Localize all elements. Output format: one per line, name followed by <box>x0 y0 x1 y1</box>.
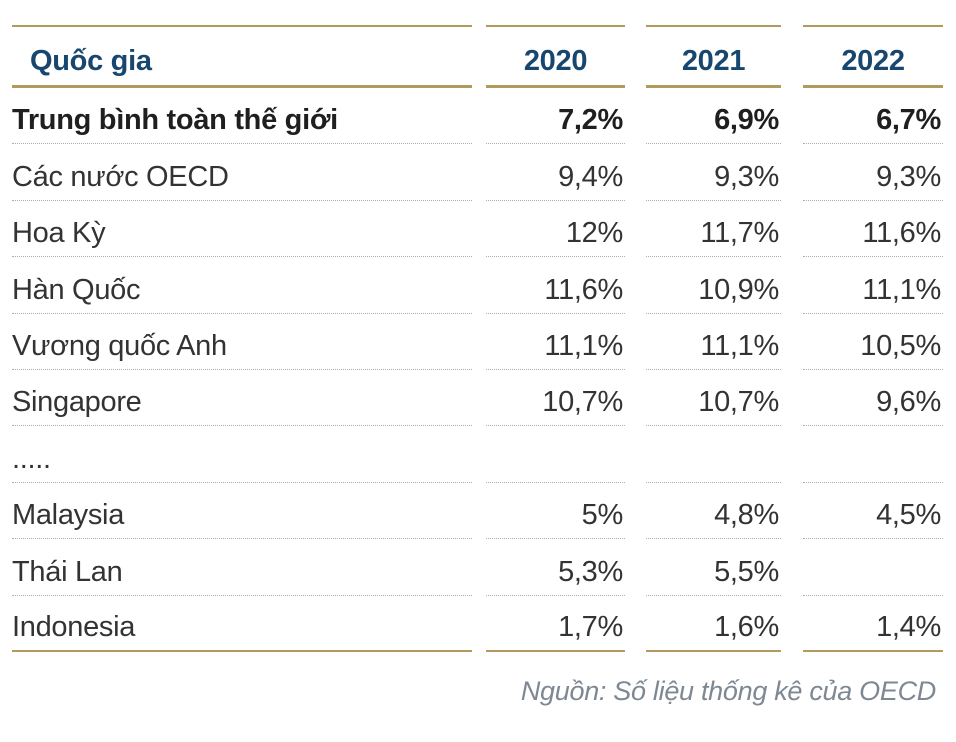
value-cell-2021: 5,5% <box>646 539 781 596</box>
table-row: Malaysia 5% 4,8% 4,5% <box>12 483 943 540</box>
value-cell-2020: 1,7% <box>486 596 625 652</box>
country-cell: Hàn Quốc <box>12 257 472 314</box>
value-cell-2022: 9,3% <box>803 144 943 201</box>
country-statistics-table: Quốc gia 2020 2021 2022 Trung bình toàn … <box>12 25 943 652</box>
table-row: Vương quốc Anh 11,1% 11,1% 10,5% <box>12 314 943 370</box>
value-cell-2020: 5% <box>486 483 625 540</box>
table-row: Hoa Kỳ 12% 11,7% 11,6% <box>12 201 943 258</box>
table-row: Trung bình toàn thế giới 7,2% 6,9% 6,7% <box>12 88 943 145</box>
value-cell-2021: 6,9% <box>646 88 781 145</box>
value-cell-2022: 6,7% <box>803 88 943 145</box>
value-cell-2022 <box>803 426 943 483</box>
value-cell-2021: 1,6% <box>646 596 781 652</box>
country-cell: Singapore <box>12 370 472 427</box>
value-cell-2022 <box>803 539 943 596</box>
value-cell-2020 <box>486 426 625 483</box>
country-cell: Các nước OECD <box>12 144 472 201</box>
table-row: Singapore 10,7% 10,7% 9,6% <box>12 370 943 427</box>
value-cell-2022: 4,5% <box>803 483 943 540</box>
table-row: Thái Lan 5,3% 5,5% <box>12 539 943 596</box>
value-cell-2022: 11,1% <box>803 257 943 314</box>
value-cell-2021: 11,7% <box>646 201 781 258</box>
value-cell-2022: 11,6% <box>803 201 943 258</box>
column-header-2022-label: 2022 <box>841 45 905 77</box>
table-row: Các nước OECD 9,4% 9,3% 9,3% <box>12 144 943 201</box>
value-cell-2021 <box>646 426 781 483</box>
value-cell-2020: 5,3% <box>486 539 625 596</box>
value-cell-2021: 9,3% <box>646 144 781 201</box>
table-body: Trung bình toàn thế giới 7,2% 6,9% 6,7% … <box>12 88 943 652</box>
table-row: Indonesia 1,7% 1,6% 1,4% <box>12 596 943 652</box>
value-cell-2021: 10,9% <box>646 257 781 314</box>
source-attribution: Nguồn: Số liệu thống kê của OECD <box>520 675 936 706</box>
table-row: Hàn Quốc 11,6% 10,9% 11,1% <box>12 257 943 314</box>
column-header-2020-label: 2020 <box>523 45 588 77</box>
value-cell-2020: 10,7% <box>486 370 625 427</box>
table-header-row: Quốc gia 2020 2021 2022 <box>12 25 943 88</box>
value-cell-2020: 9,4% <box>486 144 625 201</box>
value-cell-2022: 10,5% <box>803 314 943 370</box>
value-cell-2022: 1,4% <box>803 596 943 652</box>
value-cell-2022: 9,6% <box>803 370 943 427</box>
column-header-country: Quốc gia <box>12 25 472 88</box>
country-cell: Hoa Kỳ <box>12 201 472 258</box>
value-cell-2020: 11,6% <box>486 257 625 314</box>
table-row-ellipsis: ..... <box>12 426 943 483</box>
value-cell-2020: 11,1% <box>486 314 625 370</box>
value-cell-2021: 11,1% <box>646 314 781 370</box>
column-header-country-label: Quốc gia <box>30 45 152 77</box>
column-header-2021-label: 2021 <box>681 45 746 77</box>
country-cell: ..... <box>12 426 472 483</box>
value-cell-2020: 12% <box>486 201 625 258</box>
country-cell: Vương quốc Anh <box>12 314 472 370</box>
value-cell-2020: 7,2% <box>486 88 625 145</box>
statistics-table-page: Quốc gia 2020 2021 2022 Trung bình toàn … <box>0 25 956 742</box>
value-cell-2021: 10,7% <box>646 370 781 427</box>
column-header-2021: 2021 <box>646 25 781 88</box>
country-cell: Malaysia <box>12 483 472 540</box>
column-header-2020: 2020 <box>486 25 625 88</box>
column-header-2022: 2022 <box>803 25 943 88</box>
value-cell-2021: 4,8% <box>646 483 781 540</box>
country-cell: Trung bình toàn thế giới <box>12 88 472 145</box>
country-cell: Indonesia <box>12 596 472 652</box>
country-cell: Thái Lan <box>12 539 472 596</box>
